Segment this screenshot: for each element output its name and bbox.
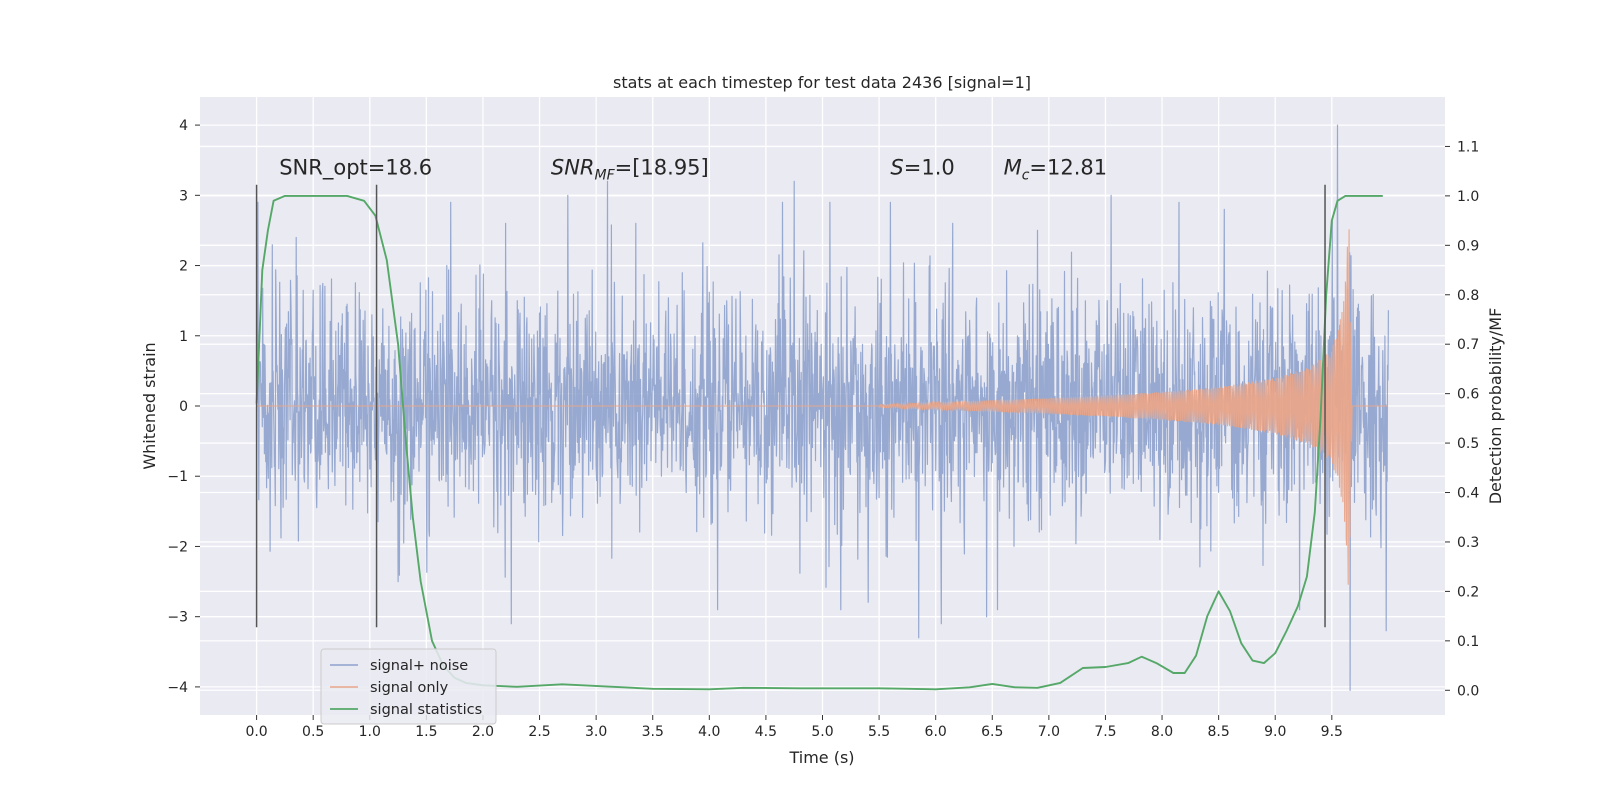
noise-series-line (256, 124, 1389, 691)
annotation-mc-value: =12.81 (1029, 155, 1107, 179)
y2-tick-label: 1.0 (1457, 189, 1479, 205)
legend-label-noise: signal+ noise (370, 658, 468, 674)
y2-tick-label: 0.9 (1457, 238, 1479, 254)
annotation-s: S=1.0 (890, 155, 954, 179)
x-tick-label: 0.0 (245, 724, 267, 740)
annotations: SNR_opt=18.6 SNRMF=[18.95] S=1.0 Mc=12.8… (279, 155, 1107, 183)
x-tick-label: 6.0 (925, 724, 947, 740)
x-tick-label: 7.5 (1094, 724, 1116, 740)
annotation-snr-mf-subscript: MF (595, 167, 616, 183)
stats-series-line (255, 194, 1383, 691)
x-tick-label: 0.5 (302, 724, 324, 740)
annotation-snr-opt: SNR_opt=18.6 (279, 155, 432, 180)
x-tick-label: 3.0 (585, 724, 607, 740)
y-tick-label: −4 (167, 680, 188, 696)
annotation-snr-mf-value: =[18.95] (615, 155, 709, 179)
y-axis-ticks: −4 −3 −2 −1 0 1 2 3 4 (167, 118, 200, 696)
chart-title: stats at each timestep for test data 243… (613, 73, 1031, 92)
legend-box (320, 648, 497, 725)
y2-tick-label: 0.2 (1457, 584, 1479, 600)
annotation-s-value: =1.0 (904, 155, 955, 179)
annotation-snr-mf-symbol: SNR (551, 155, 595, 179)
y-tick-label: −1 (167, 469, 188, 485)
y-tick-label: 0 (179, 399, 188, 415)
y2-axis-label: Detection probability/MF (1486, 308, 1505, 505)
annotation-mc-subscript: c (1022, 167, 1030, 183)
x-tick-label: 9.0 (1264, 724, 1286, 740)
x-tick-label: 5.5 (868, 724, 890, 740)
y-axis-label: Whitened strain (140, 342, 159, 469)
x-axis-ticks: 0.0 0.5 1.0 1.5 2.0 2.5 3.0 3.5 4.0 4.5 5.0 5.5 6.0 6… (245, 715, 1343, 740)
x-tick-label: 9.5 (1321, 724, 1343, 740)
y2-tick-label: 0.6 (1457, 387, 1479, 403)
signal-series-line (256, 229, 1389, 585)
annotation-snr-mf: SNRMF=[18.95] (551, 155, 709, 183)
signal-series-layer (256, 229, 1389, 585)
x-tick-label: 4.5 (755, 724, 777, 740)
x-tick-label: 1.0 (359, 724, 381, 740)
x-tick-label: 1.5 (415, 724, 437, 740)
x-axis-label: Time (s) (788, 748, 854, 767)
y-tick-label: 1 (179, 329, 188, 345)
x-tick-label: 2.5 (528, 724, 550, 740)
y2-tick-label: 0.1 (1457, 634, 1479, 650)
noise-series-layer (256, 124, 1389, 691)
y2-tick-label: 0.7 (1457, 337, 1479, 353)
legend-label-signal: signal only (370, 680, 449, 696)
annotation-s-symbol: S (890, 155, 903, 179)
x-tick-label: 3.5 (642, 724, 664, 740)
x-tick-label: 8.0 (1151, 724, 1173, 740)
y2-tick-label: 0.0 (1457, 683, 1479, 699)
annotation-mc-symbol: M (1004, 155, 1022, 179)
x-tick-label: 8.5 (1208, 724, 1230, 740)
x-tick-label: 4.0 (698, 724, 720, 740)
y-tick-label: 4 (179, 118, 188, 134)
vertical-markers (255, 184, 1326, 628)
legend-label-stats: signal statistics (370, 702, 482, 718)
y-tick-label: 3 (179, 188, 188, 204)
annotation-mc: Mc=12.81 (1004, 155, 1108, 183)
y2-tick-label: 1.1 (1457, 139, 1479, 155)
legend: signal+ noise signal only signal statist… (320, 648, 497, 725)
y2-tick-label: 0.5 (1457, 436, 1479, 452)
y2-tick-label: 0.4 (1457, 486, 1479, 502)
y-tick-label: 2 (179, 259, 188, 275)
y-tick-label: −2 (167, 539, 188, 555)
y2-tick-label: 0.8 (1457, 288, 1479, 304)
x-tick-label: 5.0 (811, 724, 833, 740)
y-tick-label: −3 (167, 610, 188, 626)
stats-series-layer (255, 194, 1383, 691)
y2-tick-label: 0.3 (1457, 535, 1479, 551)
x-tick-label: 2.0 (472, 724, 494, 740)
y2-axis-ticks: 0.0 0.1 0.2 0.3 0.4 0.5 0.6 0.7 0.8 0.9 1.0 1.1 (1445, 139, 1479, 699)
x-tick-label: 7.0 (1038, 724, 1060, 740)
x-tick-label: 6.5 (981, 724, 1003, 740)
